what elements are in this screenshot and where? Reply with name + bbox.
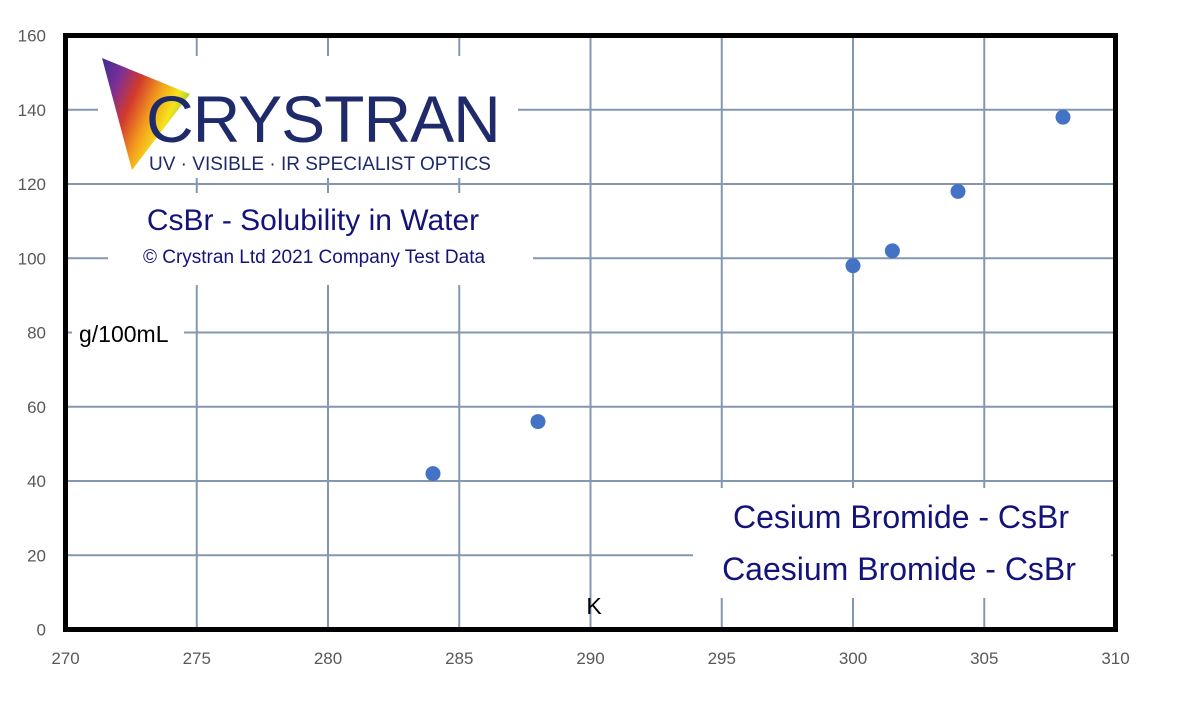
compound-name-box xyxy=(693,488,1111,598)
y-tick-label: 0 xyxy=(37,621,46,640)
x-tick-label: 310 xyxy=(1101,649,1129,668)
x-axis-label: K xyxy=(586,593,602,619)
chart-title: CsBr - Solubility in Water xyxy=(147,204,479,237)
plot-frame xyxy=(63,33,1118,632)
y-axis-label: g/100mL xyxy=(79,321,169,347)
data-points xyxy=(425,109,1071,482)
y-tick-label: 40 xyxy=(27,472,46,491)
y-tick-label: 140 xyxy=(18,101,46,120)
data-point xyxy=(425,466,441,482)
x-tick-label: 305 xyxy=(970,649,998,668)
compound-name-line-1: Cesium Bromide - CsBr xyxy=(733,499,1069,535)
logo-wordmark: CRYSTRAN xyxy=(146,82,500,156)
x-tick-label: 280 xyxy=(314,649,342,668)
data-point xyxy=(845,258,861,274)
data-point xyxy=(1055,109,1071,125)
logo: CRYSTRAN UV · VISIBLE · IR SPECIALIST OP… xyxy=(102,58,501,175)
prism-icon xyxy=(102,58,190,170)
logo-tagline: UV · VISIBLE · IR SPECIALIST OPTICS xyxy=(149,154,491,175)
x-tick-label: 275 xyxy=(183,649,211,668)
x-tick-label: 285 xyxy=(445,649,473,668)
x-tick-label: 270 xyxy=(51,649,79,668)
data-point xyxy=(884,243,900,259)
x-tick-label: 295 xyxy=(708,649,736,668)
title-box xyxy=(108,193,533,285)
y-tick-label: 120 xyxy=(18,175,46,194)
ylabel-box xyxy=(72,316,184,352)
y-tick-label: 160 xyxy=(18,27,46,46)
tick-labels: 270 275 280 285 290 295 300 305 310 0 20 40 60 80 100 1… xyxy=(18,27,1130,669)
copyright-note: © Crystran Ltd 2021 Company Test Data xyxy=(143,247,486,268)
y-tick-label: 20 xyxy=(27,546,46,565)
x-tick-label: 290 xyxy=(576,649,604,668)
y-tick-label: 80 xyxy=(27,324,46,343)
x-tick-label: 300 xyxy=(839,649,867,668)
data-point xyxy=(530,414,546,430)
compound-name-line-2: Caesium Bromide - CsBr xyxy=(722,551,1076,587)
y-tick-label: 60 xyxy=(27,398,46,417)
y-tick-label: 100 xyxy=(18,249,46,268)
data-point xyxy=(950,183,966,199)
